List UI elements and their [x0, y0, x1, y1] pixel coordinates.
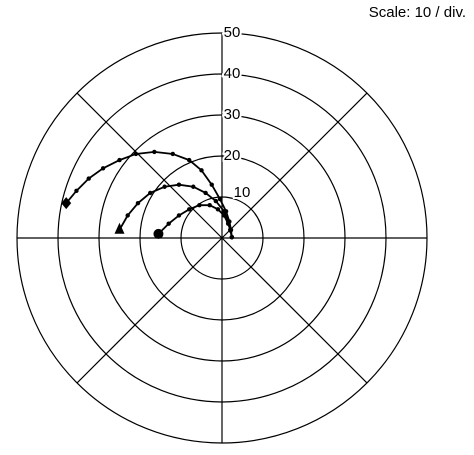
point [225, 221, 231, 226]
r-tick-label: 50 [224, 24, 241, 41]
ring [139, 155, 305, 321]
point [221, 213, 227, 218]
point [100, 166, 106, 171]
point [176, 213, 182, 218]
end-marker [61, 197, 72, 210]
point [209, 182, 214, 187]
r-tick-label: 40 [224, 65, 241, 82]
spoke [221, 237, 368, 384]
point [148, 190, 153, 196]
r-tick-label: 20 [224, 147, 241, 164]
point [197, 203, 202, 208]
point [135, 200, 141, 206]
point [199, 168, 204, 173]
end-marker [153, 228, 164, 239]
point [125, 213, 130, 218]
chart-title: Scale: 10 / div. [369, 4, 466, 21]
r-tick-label: 10 [234, 184, 251, 201]
point [74, 188, 79, 194]
point [152, 149, 157, 155]
point [187, 207, 192, 212]
point [176, 182, 182, 187]
point [215, 207, 221, 212]
point [207, 203, 212, 208]
point [162, 184, 167, 189]
series-line [118, 183, 233, 238]
ring [180, 196, 264, 280]
spoke [221, 92, 368, 239]
point [170, 151, 175, 157]
point [133, 151, 139, 157]
ring [98, 114, 346, 362]
ring [57, 73, 387, 403]
spoke [76, 237, 223, 384]
point [221, 209, 227, 214]
ring [16, 32, 428, 444]
point [229, 234, 235, 240]
spoke [76, 92, 223, 239]
point [213, 198, 219, 204]
series-line [65, 150, 233, 238]
point [191, 184, 196, 189]
point [166, 221, 171, 226]
series-line [157, 204, 233, 238]
point [228, 228, 233, 233]
point [187, 157, 192, 163]
point [217, 196, 223, 202]
point [117, 157, 122, 163]
point [203, 190, 208, 196]
end-marker [114, 222, 125, 234]
point [86, 176, 91, 181]
r-tick-label: 30 [224, 106, 241, 123]
